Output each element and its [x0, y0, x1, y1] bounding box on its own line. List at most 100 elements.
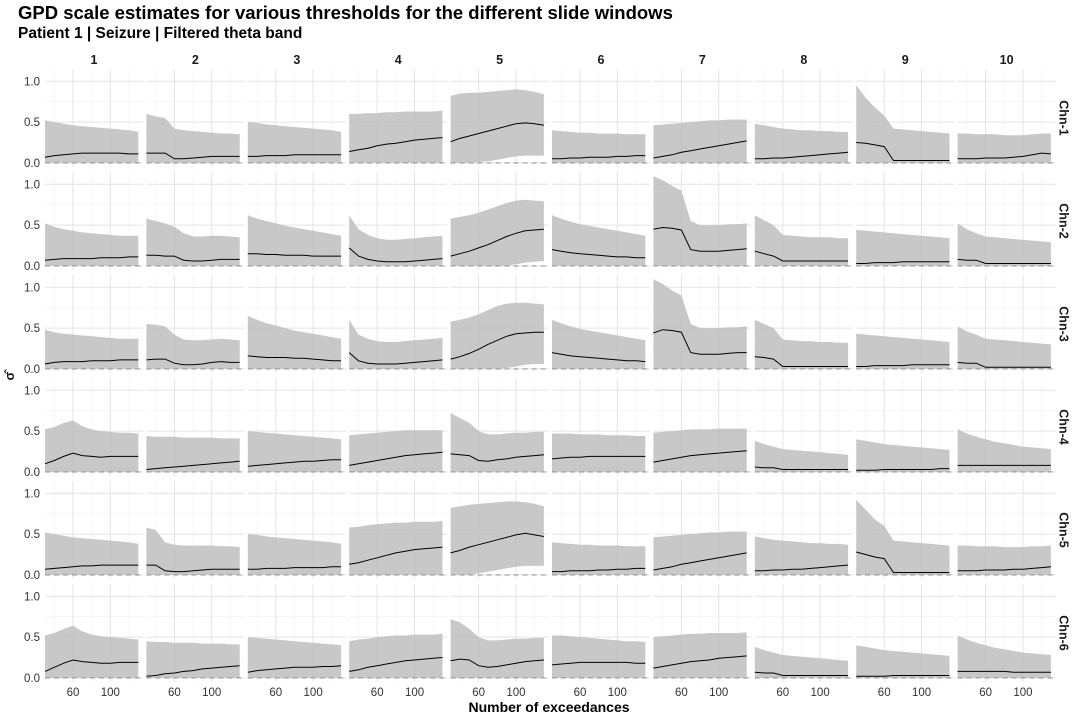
estimate-line-Chn-6-5 — [450, 658, 544, 668]
ci-ribbon-Chn-6-9 — [856, 645, 950, 678]
ci-ribbon-Chn-6-6 — [552, 635, 646, 678]
x-tick-label: 60 — [675, 687, 688, 699]
chart-subtitle: Patient 1 | Seizure | Filtered theta ban… — [18, 25, 303, 42]
x-tick-label: 100 — [811, 687, 830, 699]
ci-ribbon-Chn-4-9 — [856, 439, 950, 472]
estimate-line-Chn-2-8 — [754, 250, 849, 262]
ci-ribbon-Chn-5-3 — [247, 534, 342, 575]
ci-ribbon-Chn-4-8 — [754, 440, 849, 472]
estimate-line-Chn-4-3 — [247, 459, 342, 467]
estimate-line-Chn-2-5 — [450, 228, 544, 257]
strip-label-col-2: 2 — [192, 53, 199, 67]
x-tick-label: 100 — [304, 687, 323, 699]
estimate-line-Chn-5-1 — [44, 564, 139, 570]
estimate-line-Chn-2-9 — [856, 261, 950, 264]
x-tick-label: 100 — [506, 687, 525, 699]
ci-ribbon-Chn-2-8 — [754, 215, 849, 266]
estimate-line-Chn-5-2 — [146, 564, 240, 573]
x-tick-label: 100 — [1013, 687, 1032, 699]
ci-ribbon-Chn-4-6 — [552, 433, 646, 472]
ci-ribbon-Chn-5-2 — [146, 527, 240, 575]
estimate-line-Chn-4-5 — [450, 453, 544, 462]
estimate-line-Chn-6-3 — [247, 665, 342, 673]
estimate-line-Chn-4-2 — [146, 460, 240, 470]
ci-ribbon-Chn-5-9 — [856, 499, 950, 575]
ci-ribbon-Chn-3-10 — [957, 326, 1051, 369]
estimate-line-Chn-4-1 — [44, 452, 139, 465]
estimate-line-Chn-2-4 — [348, 247, 443, 263]
estimate-line-Chn-5-9 — [856, 551, 950, 573]
strip-label-row-Chn-2: Chn-2 — [1057, 203, 1071, 238]
x-tick-label: 60 — [168, 687, 181, 699]
x-tick-label: 60 — [574, 687, 587, 699]
strip-label-col-9: 9 — [902, 53, 909, 67]
x-tick-label: 60 — [67, 687, 80, 699]
ci-ribbon-Chn-3-5 — [450, 302, 544, 369]
ci-ribbon-Chn-5-4 — [349, 521, 443, 575]
estimate-line-Chn-5-4 — [349, 546, 443, 565]
ci-ribbon-Chn-4-1 — [45, 420, 139, 472]
estimate-line-Chn-2-6 — [551, 249, 646, 259]
y-tick-label: 1.0 — [24, 488, 40, 500]
ci-ribbon-Chn-4-3 — [247, 431, 342, 472]
y-tick-label: 0.5 — [24, 426, 40, 438]
x-tick-label: 100 — [101, 687, 120, 699]
estimate-line-Chn-5-3 — [247, 566, 342, 570]
y-tick-label: 1.0 — [24, 591, 40, 603]
y-tick-label: 0.0 — [24, 364, 40, 376]
ci-ribbon-Chn-4-10 — [957, 429, 1051, 472]
estimate-line-Chn-1-4 — [349, 137, 443, 152]
estimate-line-Chn-2-3 — [247, 253, 342, 257]
y-tick-label: 0.5 — [24, 220, 40, 232]
estimate-line-Chn-1-1 — [44, 152, 139, 158]
strip-label-row-Chn-3: Chn-3 — [1057, 306, 1071, 341]
estimate-line-Chn-2-10 — [957, 258, 1051, 264]
strip-label-col-8: 8 — [800, 53, 807, 67]
estimate-line-Chn-1-8 — [754, 151, 849, 160]
x-tick-label: 60 — [776, 687, 789, 699]
ci-ribbon-Chn-3-1 — [45, 329, 139, 369]
ci-ribbon-Chn-2-1 — [45, 223, 139, 266]
y-tick-label: 0.5 — [24, 529, 40, 541]
estimate-line-Chn-3-1 — [44, 359, 139, 365]
estimate-line-Chn-4-7 — [653, 450, 747, 463]
estimate-line-Chn-6-9 — [856, 675, 950, 677]
ci-ribbon-Chn-2-7 — [653, 176, 747, 266]
estimate-line-Chn-5-6 — [552, 567, 646, 573]
ci-ribbon-Chn-3-4 — [349, 319, 443, 369]
x-axis-label: Number of exceedances — [468, 699, 630, 715]
strip-label-row-Chn-6: Chn-6 — [1057, 615, 1071, 650]
estimate-line-Chn-6-1 — [44, 659, 139, 672]
y-tick-label: 0.0 — [24, 467, 40, 479]
strip-label-row-Chn-5: Chn-5 — [1057, 512, 1071, 547]
strip-label-col-6: 6 — [598, 53, 605, 67]
ci-ribbon-Chn-6-10 — [957, 635, 1051, 678]
ci-ribbon-Chn-1-5 — [450, 89, 544, 163]
estimate-line-Chn-1-3 — [247, 154, 342, 157]
estimate-line-Chn-1-7 — [653, 140, 747, 159]
x-tick-label: 60 — [371, 687, 384, 699]
ci-ribbon-Chn-2-10 — [957, 223, 1051, 266]
ci-ribbon-Chn-5-1 — [45, 532, 139, 575]
estimate-line-Chn-3-3 — [247, 355, 342, 362]
estimate-line-Chn-1-5 — [450, 122, 544, 143]
estimate-line-Chn-5-5 — [450, 532, 544, 554]
strip-label-row-Chn-4: Chn-4 — [1057, 409, 1071, 444]
y-tick-label: 1.0 — [24, 179, 40, 191]
estimate-line-Chn-3-8 — [754, 356, 849, 367]
estimate-line-Chn-1-10 — [957, 152, 1051, 160]
ci-ribbon-Chn-3-3 — [247, 315, 342, 369]
estimate-line-Chn-3-10 — [957, 361, 1051, 368]
ci-ribbon-Chn-5-5 — [450, 501, 544, 575]
x-tick-label: 100 — [912, 687, 931, 699]
estimate-line-Chn-3-9 — [856, 364, 950, 367]
ci-ribbon-Chn-1-3 — [247, 122, 342, 163]
ci-ribbon-Chn-6-2 — [146, 641, 240, 678]
estimate-line-Chn-6-6 — [551, 661, 646, 666]
ci-ribbon-Chn-2-5 — [450, 199, 544, 266]
ci-ribbon-Chn-4-7 — [653, 428, 747, 472]
strip-label-col-5: 5 — [496, 53, 503, 67]
y-tick-label: 1.0 — [24, 76, 40, 88]
y-tick-label: 1.0 — [24, 282, 40, 294]
